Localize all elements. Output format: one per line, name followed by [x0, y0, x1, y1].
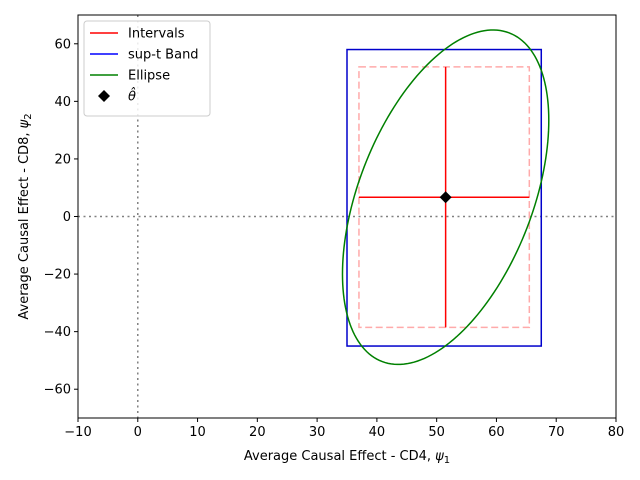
- y-axis-label: Average Causal Effect - CD8, ψ2: [17, 113, 34, 319]
- x-tick-label: 40: [369, 425, 386, 440]
- legend: Intervals sup-t Band Ellipse θ̂: [83, 20, 211, 117]
- x-axis-ticks: −10 0 10 20 30 40 50 60 70 80: [64, 418, 624, 440]
- legend-label: sup-t Band: [128, 48, 199, 63]
- x-axis-label: Average Causal Effect - CD4, ψ1: [244, 449, 450, 466]
- x-tick-label: 10: [189, 425, 206, 440]
- legend-box: [83, 20, 211, 117]
- x-tick-label: 60: [488, 425, 505, 440]
- legend-label: Intervals: [128, 27, 185, 42]
- y-tick-label: 40: [54, 95, 71, 110]
- y-tick-label: 0: [63, 210, 71, 225]
- y-tick-label: 20: [54, 152, 71, 167]
- x-tick-label: 20: [249, 425, 266, 440]
- x-tick-label: 70: [548, 425, 565, 440]
- legend-label: θ̂: [128, 87, 136, 104]
- legend-label: Ellipse: [128, 69, 170, 84]
- x-tick-label: 80: [608, 425, 625, 440]
- x-tick-label: 30: [309, 425, 326, 440]
- legend-swatch-diamond: [98, 90, 110, 102]
- confidence-ellipse: [341, 29, 550, 366]
- theta-hat-point: [439, 191, 452, 204]
- y-tick-label: −20: [44, 268, 71, 283]
- x-tick-label: 50: [428, 425, 445, 440]
- y-tick-label: 60: [54, 37, 71, 52]
- x-tick-label: 0: [134, 425, 142, 440]
- y-tick-label: −60: [44, 383, 71, 398]
- y-axis-ticks: −60 −40 −20 0 20 40 60: [44, 37, 78, 398]
- y-tick-label: −40: [44, 325, 71, 340]
- x-tick-label: −10: [64, 425, 91, 440]
